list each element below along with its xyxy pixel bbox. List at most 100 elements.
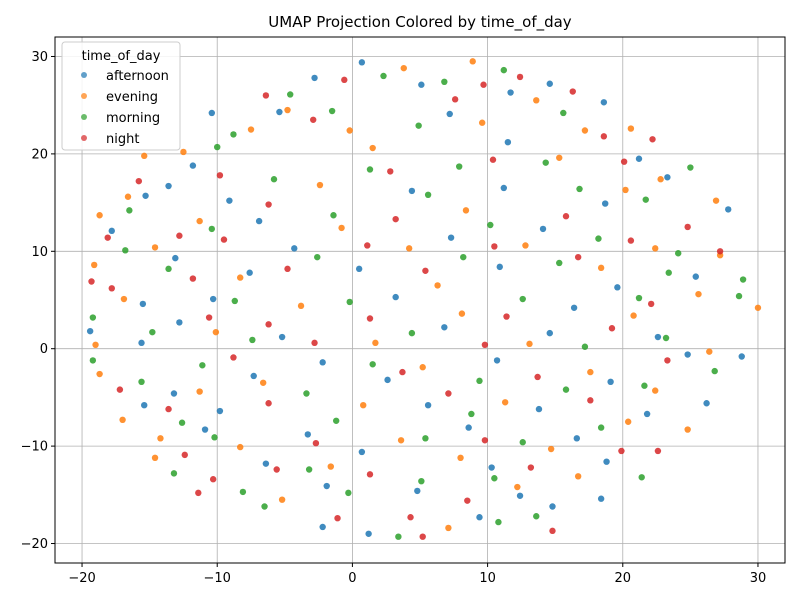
point-evening [180, 148, 187, 156]
point-night [265, 321, 272, 328]
point-night [664, 357, 671, 364]
point-morning [165, 265, 172, 273]
point-evening [652, 387, 659, 394]
point-morning [542, 159, 549, 166]
point-night [464, 497, 471, 504]
point-evening [247, 126, 255, 133]
point-afternoon [684, 351, 691, 358]
point-afternoon [447, 234, 455, 241]
point-afternoon [304, 431, 311, 438]
point-night [116, 386, 124, 393]
point-morning [249, 336, 256, 344]
point-afternoon [365, 530, 372, 537]
point-morning [126, 207, 133, 214]
point-evening [624, 418, 632, 425]
point-night [189, 275, 197, 282]
point-afternoon [664, 174, 671, 181]
point-morning [287, 91, 294, 98]
point-evening [124, 193, 132, 200]
point-afternoon [189, 162, 197, 169]
point-night [716, 248, 724, 255]
point-night [205, 314, 213, 321]
point-morning [460, 253, 467, 261]
point-afternoon [226, 197, 233, 204]
point-night [451, 96, 459, 103]
point-night [366, 315, 374, 322]
point-afternoon [614, 284, 621, 291]
point-afternoon [703, 400, 710, 407]
point-evening [706, 348, 713, 355]
point-afternoon [319, 523, 326, 531]
point-afternoon [488, 464, 495, 471]
point-night [491, 243, 498, 250]
legend-title: time_of_day [82, 49, 161, 64]
point-afternoon [384, 376, 391, 384]
point-afternoon [725, 206, 732, 213]
point-morning [635, 294, 643, 302]
y-tick-label: −20 [21, 537, 48, 552]
legend-label-morning: morning [106, 111, 160, 126]
point-afternoon [476, 514, 483, 521]
point-afternoon [208, 109, 216, 117]
point-afternoon [165, 182, 172, 190]
point-afternoon [172, 254, 179, 262]
point-night [627, 237, 635, 244]
point-night [549, 527, 556, 535]
legend-items: afternoon evening morning night [81, 69, 169, 147]
point-morning [424, 191, 432, 198]
point-afternoon [278, 333, 286, 341]
point-night [262, 92, 270, 99]
point-afternoon [600, 99, 608, 106]
point-morning [408, 329, 416, 337]
point-afternoon [539, 225, 547, 233]
point-afternoon [465, 424, 472, 431]
point-night [534, 373, 541, 381]
point-night [422, 267, 429, 274]
point-afternoon [603, 458, 610, 465]
point-evening [514, 483, 521, 491]
point-morning [711, 367, 718, 375]
point-morning [500, 66, 508, 74]
point-evening [151, 454, 159, 461]
point-evening [526, 340, 533, 348]
point-afternoon [597, 495, 605, 502]
point-morning [533, 513, 540, 520]
point-evening [119, 416, 126, 424]
point-afternoon [176, 319, 183, 326]
point-afternoon [414, 487, 421, 495]
point-afternoon [209, 295, 217, 303]
point-night [334, 514, 341, 522]
point-morning [581, 343, 589, 350]
point-morning [418, 477, 425, 485]
point-evening [96, 212, 103, 219]
point-morning [239, 488, 247, 496]
point-morning [369, 361, 376, 368]
point-night [503, 313, 510, 320]
point-morning [89, 357, 97, 364]
legend-marker-afternoon [81, 72, 87, 78]
legend-label-afternoon: afternoon [106, 69, 169, 84]
point-afternoon [516, 492, 524, 499]
point-evening [405, 245, 413, 252]
point-evening [652, 245, 659, 252]
point-afternoon [692, 273, 699, 280]
point-morning [495, 518, 502, 526]
point-morning [675, 250, 682, 257]
point-afternoon [141, 402, 148, 409]
point-morning [519, 439, 526, 446]
point-afternoon [291, 245, 298, 252]
point-evening [684, 426, 691, 433]
point-afternoon [408, 187, 416, 195]
point-night [341, 76, 348, 84]
plot-area-frame [54, 36, 786, 564]
point-evening [581, 127, 589, 134]
point-afternoon [201, 426, 209, 433]
x-tick-label: 30 [750, 571, 767, 586]
point-night [108, 285, 115, 292]
point-afternoon [546, 80, 553, 87]
point-evening [400, 64, 407, 72]
point-morning [562, 386, 570, 393]
point-morning [328, 107, 336, 115]
x-tick-label: −10 [204, 571, 231, 586]
point-night [489, 156, 497, 163]
